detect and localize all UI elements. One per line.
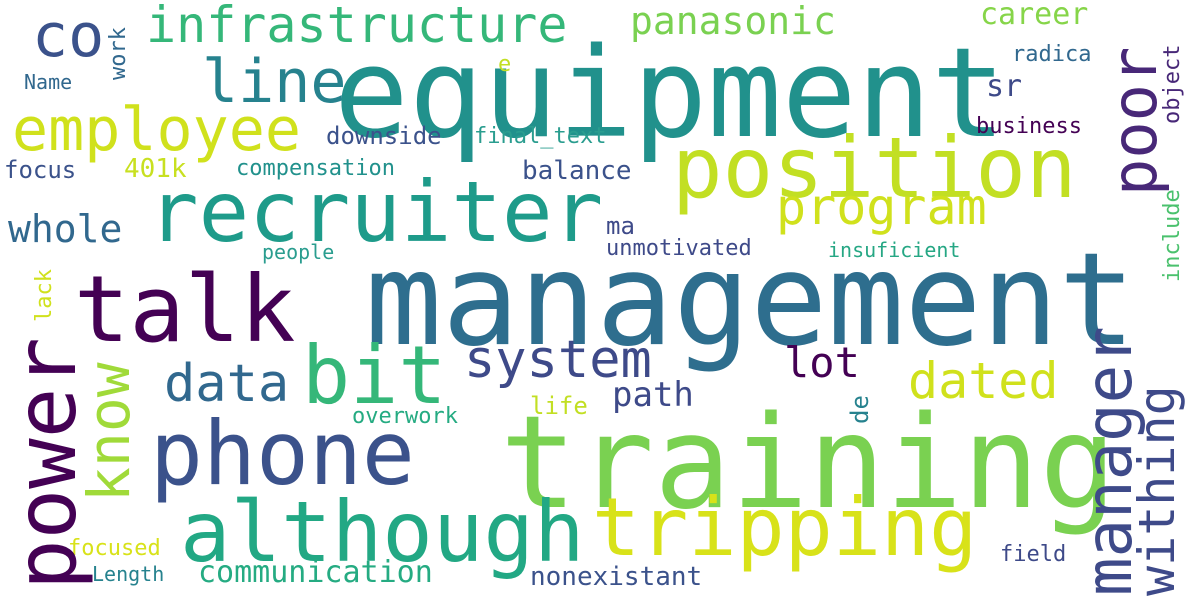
- word-poor: poor: [1098, 46, 1171, 196]
- word-equipment: equipment: [334, 22, 1006, 166]
- word-infrastructure: infrastructure: [146, 0, 568, 54]
- word-de: de: [846, 395, 874, 424]
- word-overwork: overwork: [352, 404, 458, 429]
- word-know: know: [75, 362, 143, 502]
- word-compensation: compensation: [236, 156, 395, 181]
- word-position: position: [672, 119, 1077, 217]
- word-radica: radica: [1012, 42, 1092, 67]
- word-withing: withing: [1128, 385, 1186, 596]
- word-line: line: [202, 47, 347, 117]
- word-business: business: [976, 114, 1082, 139]
- word-object: object: [1160, 44, 1185, 124]
- word-training: training: [500, 389, 1117, 538]
- word-recruiter: recruiter: [148, 163, 604, 261]
- word-lot: lot: [784, 338, 860, 387]
- word-data: data: [164, 354, 290, 414]
- word-tripping: tripping: [592, 481, 978, 574]
- word-talk: talk: [74, 256, 296, 363]
- word-dated: dated: [908, 352, 1059, 410]
- word-bit: bit: [302, 329, 447, 422]
- word-whole: whole: [8, 207, 123, 251]
- word-balance: balance: [522, 156, 632, 186]
- word-employee: employee: [12, 95, 301, 165]
- word-work: work: [106, 27, 131, 80]
- word-focused: focused: [68, 536, 161, 561]
- word-sr: sr: [986, 69, 1023, 104]
- word-people: people: [262, 240, 335, 264]
- word-life: life: [530, 392, 588, 420]
- word-management: management: [365, 226, 1136, 375]
- word-name: Name: [24, 70, 73, 94]
- word-co: co: [32, 1, 105, 71]
- word-401k: 401k: [124, 154, 187, 184]
- word-panasonic: panasonic: [630, 0, 836, 43]
- word-phone: phone: [150, 402, 415, 505]
- word-communication: communication: [198, 555, 433, 590]
- word-downside: downside: [326, 122, 442, 150]
- word-final_text: final_text: [474, 124, 607, 149]
- word-field: field: [1000, 542, 1067, 567]
- word-e: e: [498, 52, 512, 77]
- word-program: program: [776, 178, 987, 236]
- word-focus: focus: [4, 156, 77, 184]
- word-system: system: [464, 330, 652, 390]
- word-insuficient: insuficient: [828, 238, 961, 262]
- word-ma: ma: [606, 212, 635, 240]
- word-although: although: [180, 483, 585, 581]
- word-career: career: [980, 0, 1089, 32]
- word-length: Length: [92, 562, 165, 586]
- word-unmotivated: unmotivated: [606, 236, 752, 261]
- word-path: path: [612, 375, 694, 415]
- word-nonexistant: nonexistant: [530, 562, 703, 592]
- word-include: include: [1160, 189, 1185, 282]
- word-lack: lack: [32, 269, 57, 322]
